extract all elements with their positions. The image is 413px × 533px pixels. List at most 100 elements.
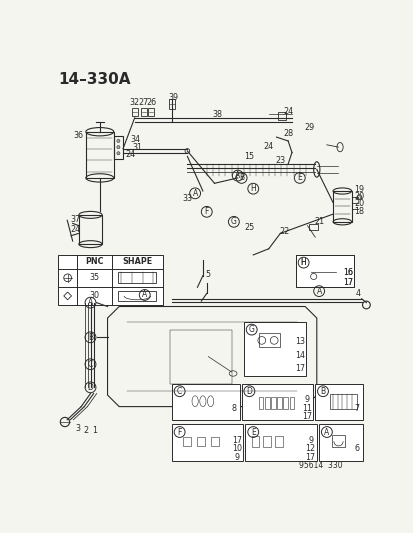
Text: E: E [297,173,301,182]
Text: C: C [88,360,93,369]
Text: H: H [300,258,306,267]
Text: F: F [204,207,209,216]
Text: 33: 33 [182,194,192,203]
Text: A: A [88,298,93,307]
Bar [171,384,240,421]
Bar [318,424,363,461]
Bar [131,108,138,116]
Bar [243,322,305,376]
Text: 28: 28 [282,129,292,138]
Text: 2: 2 [83,426,88,435]
Bar [332,435,344,447]
Text: 24: 24 [70,225,80,234]
Text: 15: 15 [244,152,254,161]
Text: D: D [88,383,93,392]
Text: E: E [250,427,255,437]
Text: 16: 16 [342,268,352,277]
Text: A: A [235,171,240,180]
Bar [169,99,175,109]
Text: 24: 24 [263,142,273,151]
Text: 31: 31 [132,143,142,151]
Circle shape [116,146,120,149]
Bar [308,224,318,230]
Text: 32: 32 [129,98,140,107]
Text: D: D [246,387,252,395]
Text: 17: 17 [231,436,242,445]
Text: A: A [192,189,197,198]
Bar [79,215,102,244]
Text: 17: 17 [294,365,304,374]
Text: 20: 20 [354,199,363,208]
Bar [329,393,356,409]
Text: 30: 30 [90,292,100,301]
Bar [295,255,353,287]
Text: 21: 21 [313,217,323,227]
Text: 5: 5 [205,270,210,279]
Text: G: G [230,217,236,227]
Text: H: H [300,258,306,267]
Text: 37: 37 [70,215,80,224]
Text: 39: 39 [168,93,178,102]
Text: 24: 24 [282,107,292,116]
Bar [183,437,191,446]
Text: 27: 27 [138,98,149,107]
Bar [140,108,147,116]
Text: 14–330A: 14–330A [58,72,130,87]
Bar [258,334,280,348]
Bar [169,329,231,384]
Bar [314,384,363,421]
Text: A: A [316,287,321,296]
Text: 23: 23 [275,156,285,165]
Text: 6: 6 [354,445,359,454]
Text: 14: 14 [294,351,304,360]
Text: 20: 20 [354,192,363,201]
Bar [197,437,205,446]
Circle shape [116,140,120,142]
Text: 95614  330: 95614 330 [298,461,342,470]
Text: 17: 17 [342,278,352,287]
Bar [251,436,259,447]
Text: A: A [323,427,329,437]
Circle shape [116,152,120,155]
Text: 13: 13 [294,337,304,346]
Text: 1: 1 [93,426,97,435]
Text: 35: 35 [90,273,100,282]
Text: B: B [88,333,93,342]
Text: 22: 22 [278,227,289,236]
Text: 17: 17 [301,412,311,421]
Bar [271,398,275,409]
Bar [277,398,281,409]
Bar [295,255,353,287]
Text: PNC: PNC [85,257,104,266]
Text: 26: 26 [145,98,156,107]
Bar [278,112,285,120]
Bar [264,398,269,409]
Text: 9: 9 [234,453,239,462]
Text: C: C [177,387,182,395]
Text: 19: 19 [354,185,363,194]
Bar [147,108,154,116]
Text: B: B [320,387,325,395]
Text: A: A [142,290,147,300]
Bar [118,272,156,283]
Bar [211,437,218,446]
Text: 11: 11 [301,403,311,413]
Text: 12: 12 [305,445,315,454]
Text: H: H [250,184,256,193]
Text: 36: 36 [74,131,84,140]
Bar [283,398,287,409]
Text: 34: 34 [130,135,140,144]
Text: B: B [238,173,244,182]
Text: 17: 17 [342,278,352,287]
Text: 29: 29 [303,123,313,132]
Text: 18: 18 [354,207,363,216]
Bar [274,436,282,447]
Text: SHAPE: SHAPE [122,257,152,266]
Bar [114,135,123,159]
Text: 16: 16 [342,268,352,277]
Text: 7: 7 [354,403,359,413]
Bar [245,424,316,461]
Text: 17: 17 [305,453,315,462]
Text: 24: 24 [126,150,135,159]
Text: 25: 25 [244,223,254,232]
